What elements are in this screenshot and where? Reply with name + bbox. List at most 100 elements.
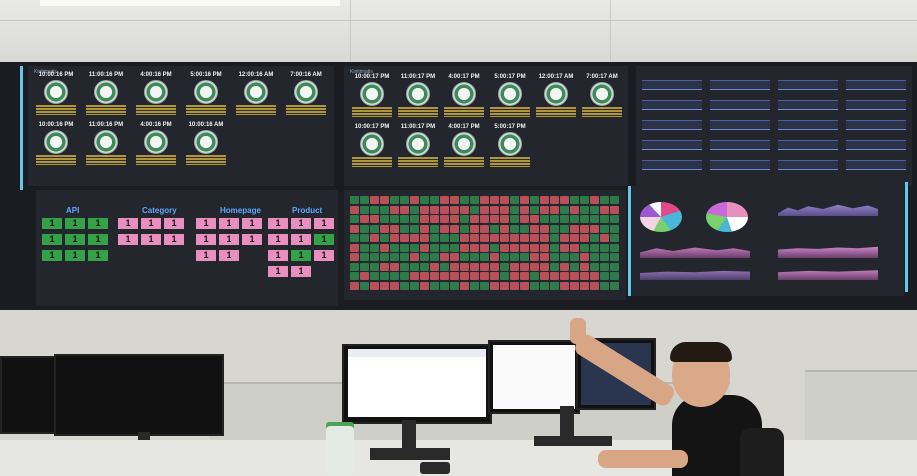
heatmap-cell xyxy=(370,281,379,290)
heatmap-cell xyxy=(390,253,399,261)
panel-title: Kinitimatis xyxy=(350,69,373,75)
ceiling xyxy=(0,0,917,62)
heatmap-cell xyxy=(550,253,559,261)
gauge-dial xyxy=(406,132,430,156)
status-tiles-panel: API 1 1 1 1 1 1 1 1 1 Category 1 1 1 1 1 1 Homepage 1 1 1 1 1 1… xyxy=(36,190,338,306)
sparkline xyxy=(710,100,770,110)
gauge-cell: 10:00:17 PM xyxy=(350,124,394,170)
gauge-stats xyxy=(536,107,576,117)
monitor-screen xyxy=(348,349,486,417)
heatmap-cell xyxy=(460,215,469,223)
gauge-dial xyxy=(194,130,218,154)
monitor-stand-base xyxy=(370,448,450,460)
heatmap-cell xyxy=(430,281,439,290)
heatmap-cell xyxy=(380,215,389,223)
heatmap-cell xyxy=(580,205,589,214)
heatmap-cell xyxy=(590,205,599,214)
status-tile: 1 xyxy=(291,266,311,277)
heatmap-cell xyxy=(350,224,359,233)
sparkline xyxy=(778,120,838,130)
status-tile: 1 xyxy=(314,218,334,229)
gauge-cell: 4:00:16 PM xyxy=(134,122,178,168)
heatmap-cell xyxy=(450,224,459,233)
heatmap-cell xyxy=(530,253,539,261)
heatmap-cell xyxy=(370,272,379,280)
heatmap-cell xyxy=(400,281,409,290)
heatmap-cell xyxy=(430,253,439,261)
heatmap-cell xyxy=(410,243,419,252)
status-tile: 1 xyxy=(291,250,311,261)
status-tile: 1 xyxy=(42,218,62,229)
heatmap-cell xyxy=(600,243,609,252)
heatmap-cell xyxy=(560,234,569,242)
heatmap-cell xyxy=(590,215,599,223)
heatmap-cell xyxy=(540,243,549,252)
status-tile: 1 xyxy=(314,234,334,245)
heatmap-cell xyxy=(390,224,399,233)
heatmap-cell xyxy=(540,272,549,280)
heatmap-cell xyxy=(460,253,469,261)
gauge-time-label: 10:00:17 PM xyxy=(354,74,390,80)
heatmap-cell xyxy=(520,281,529,290)
heatmap-cell xyxy=(610,281,619,290)
heatmap-cell xyxy=(450,281,459,290)
area-chart xyxy=(778,246,878,258)
status-tile: 1 xyxy=(42,234,62,245)
heatmap-cell xyxy=(410,281,419,290)
gauge-stats xyxy=(136,105,176,115)
heatmap-cell xyxy=(470,272,479,280)
gauge-time-label: 11:00:17 PM xyxy=(400,124,436,130)
status-tile: 1 xyxy=(196,234,216,245)
screen-bezel-accent xyxy=(20,66,23,190)
gauge-stats xyxy=(186,155,226,165)
lower-arm xyxy=(598,450,688,468)
ceiling-light xyxy=(40,0,340,6)
heatmap-cell xyxy=(520,262,529,271)
gauge-time-label: 4:00:17 PM xyxy=(448,124,480,130)
gauge-time-label: 10:00:16 PM xyxy=(38,122,74,128)
area-chart xyxy=(778,270,878,280)
heatmap-cell xyxy=(370,234,379,242)
heatmap-cell xyxy=(520,205,529,214)
heatmap-cell xyxy=(570,224,579,233)
monitor xyxy=(342,344,492,424)
heatmap-cell xyxy=(370,215,379,223)
sparkline xyxy=(846,160,906,170)
gauge-time-label: 11:00:17 PM xyxy=(400,74,436,80)
heatmap-cell xyxy=(370,243,379,252)
heatmap-cell xyxy=(400,243,409,252)
thumbs-up-hand xyxy=(570,318,586,344)
gauge-stats xyxy=(352,107,392,117)
heatmap-cell xyxy=(360,196,369,204)
heatmap-cell xyxy=(540,215,549,223)
heatmap-cell xyxy=(560,253,569,261)
gauge-cell: 10:00:16 PM xyxy=(34,122,78,168)
sparkline xyxy=(778,160,838,170)
heatmap-cell xyxy=(530,272,539,280)
heatmap-cell xyxy=(470,224,479,233)
sparkline xyxy=(710,120,770,130)
heatmap-cell xyxy=(360,234,369,242)
heatmap-cell xyxy=(450,262,459,271)
status-tile: 1 xyxy=(314,250,334,261)
gauge-dial xyxy=(360,82,384,106)
heatmap-cell xyxy=(570,234,579,242)
heatmap-cell xyxy=(510,281,519,290)
monitor-screen xyxy=(493,345,575,409)
heatmap-cell xyxy=(460,272,469,280)
gauge-cell: 5:00:17 PM xyxy=(488,74,532,120)
gauge-cell: 4:00:17 PM xyxy=(442,124,486,170)
heatmap-cell xyxy=(400,272,409,280)
gauge-dial xyxy=(94,80,118,104)
heatmap-cell xyxy=(540,234,549,242)
heatmap-cell xyxy=(530,234,539,242)
heatmap-cell xyxy=(460,196,469,204)
ceiling-grid-line xyxy=(0,20,917,21)
status-tile: 1 xyxy=(291,234,311,245)
status-tile: 1 xyxy=(88,218,108,229)
group-title: Product xyxy=(292,206,323,215)
heatmap-cell xyxy=(410,196,419,204)
area-chart xyxy=(640,247,750,258)
heatmap-cell xyxy=(480,234,489,242)
group-title: API xyxy=(66,206,80,215)
